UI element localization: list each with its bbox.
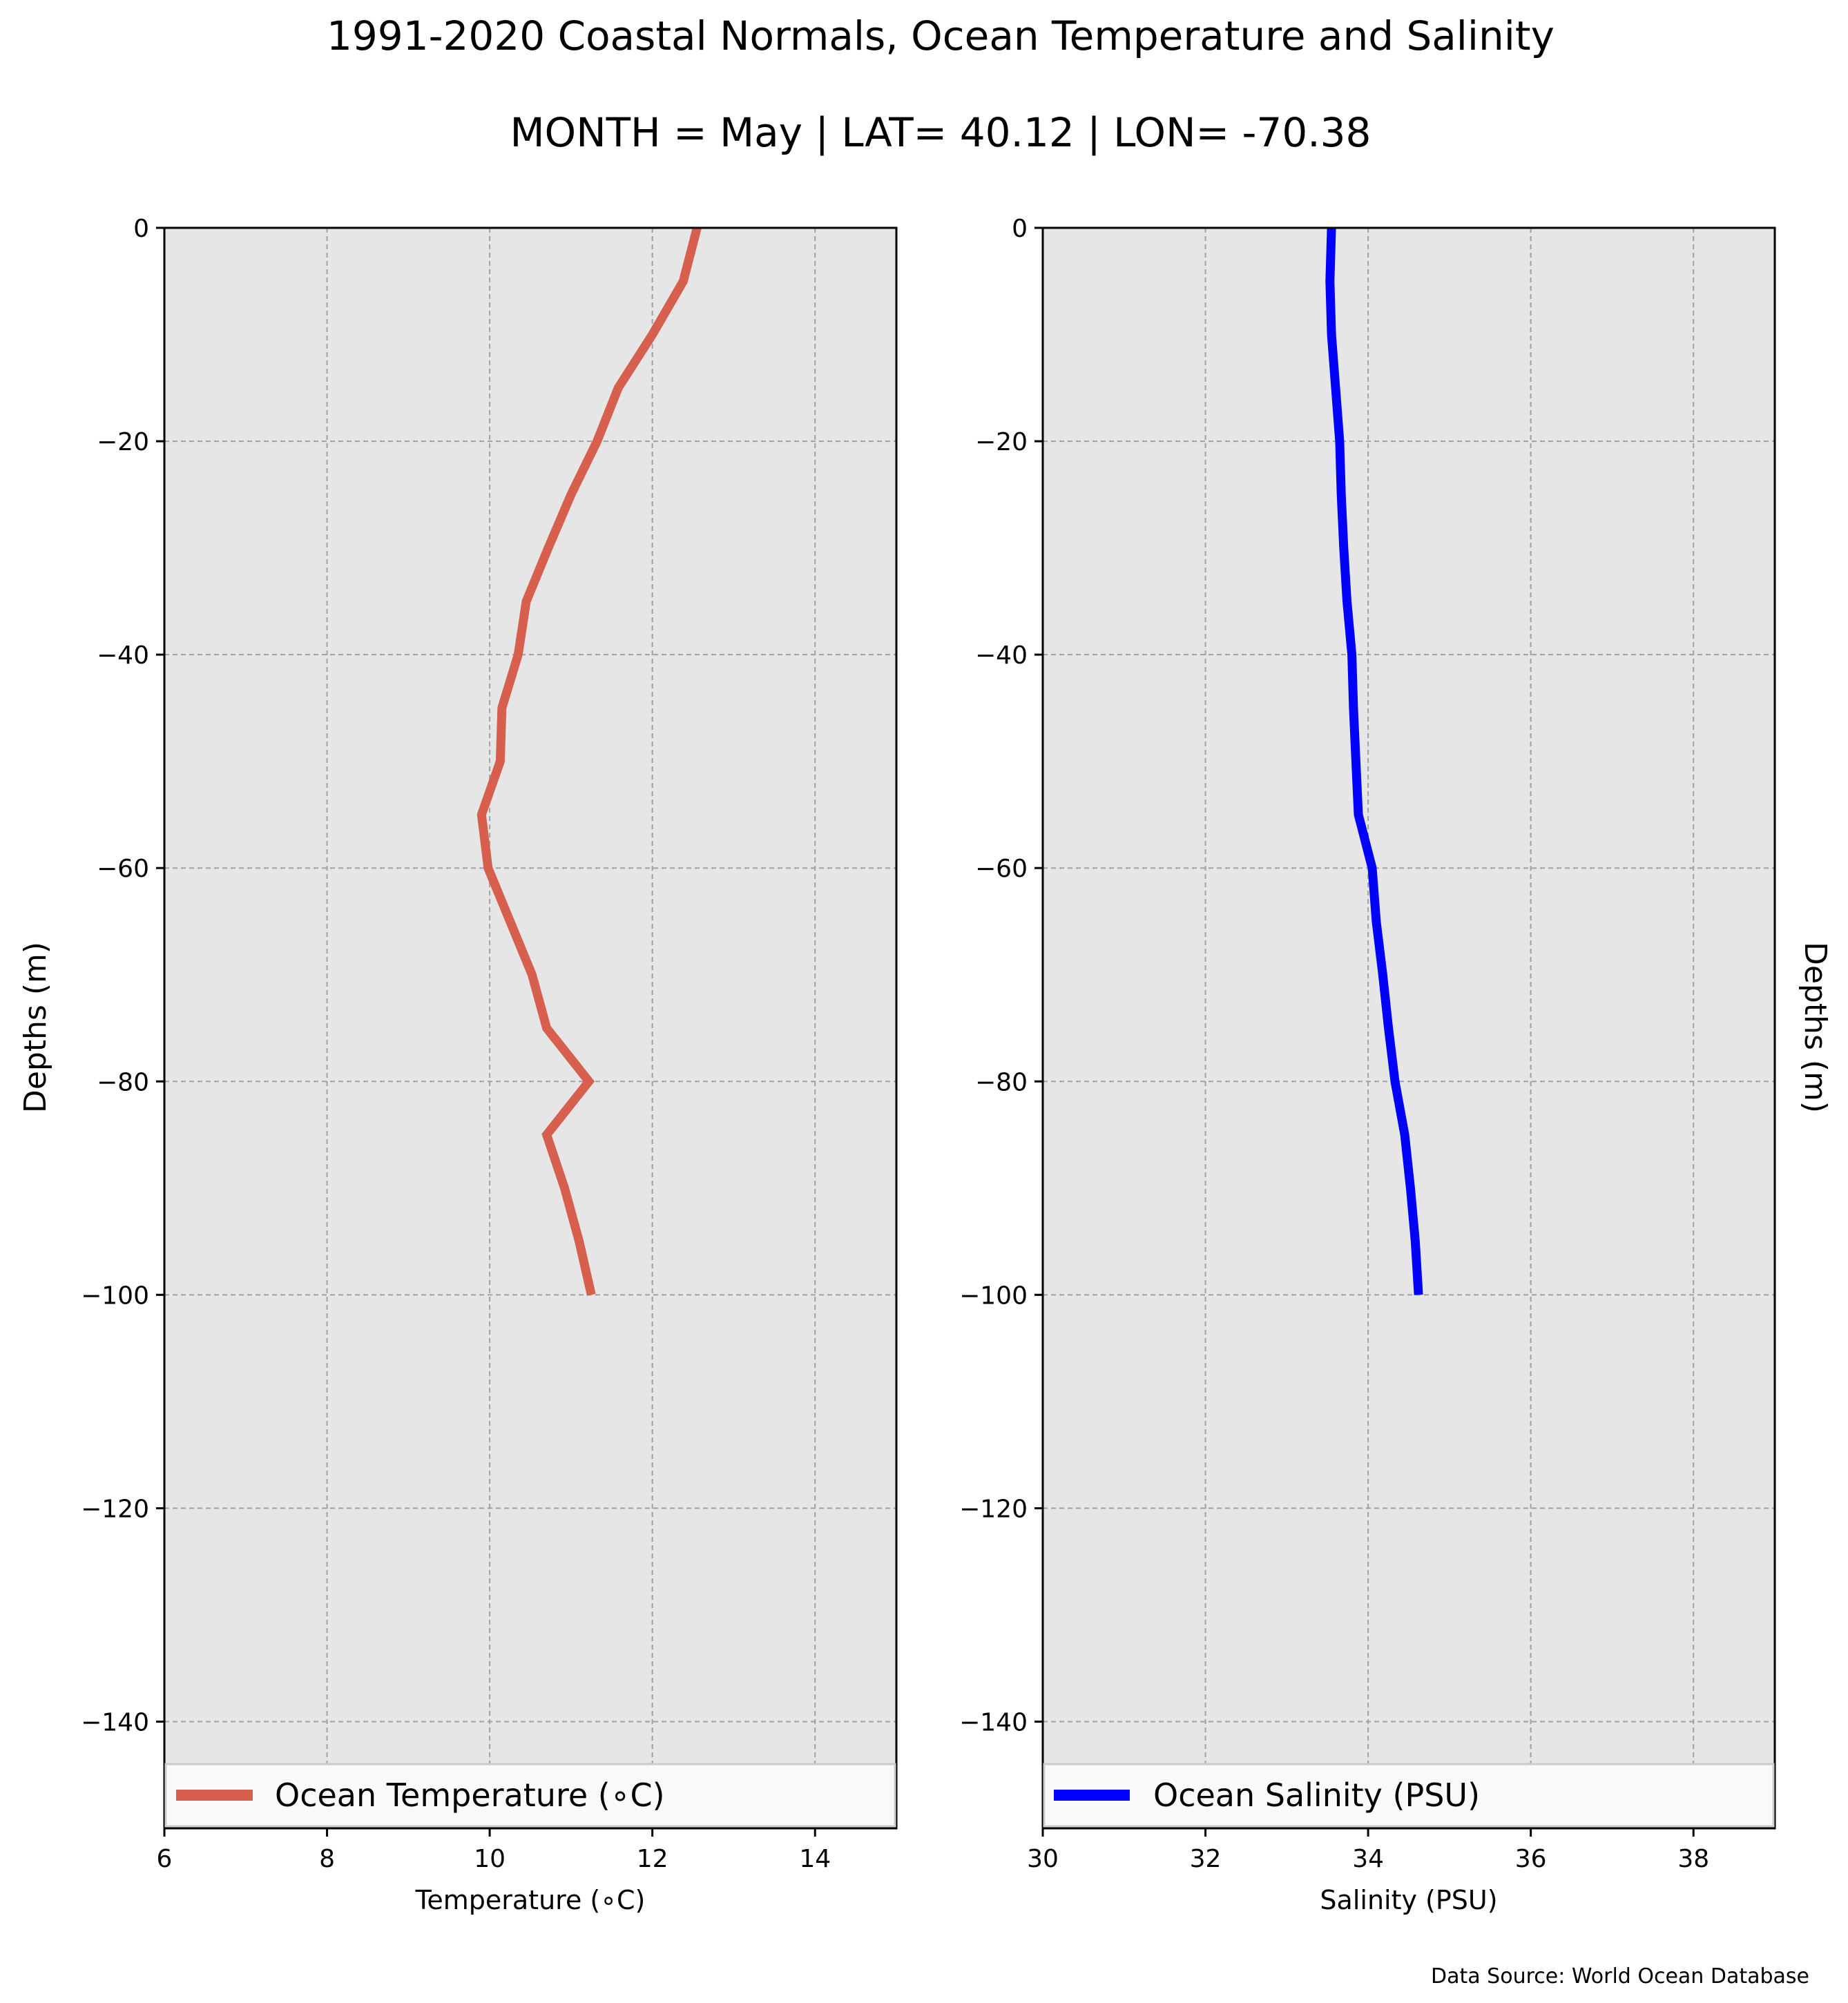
temperature-profile-line — [477, 226, 702, 1296]
temperature-axes-ticks: 6 8 10 12 14 0 −20 −40 −60 −80 −100 −120 −140 — [81, 215, 831, 1873]
salinity-y-tick-label: −60 — [975, 855, 1028, 883]
salinity-y-tick-label: −40 — [975, 641, 1028, 670]
temperature-y-tick-label: −60 — [97, 855, 149, 883]
salinity-x-tick-label: 30 — [1027, 1845, 1059, 1873]
data-source-note: Data Source: World Ocean Database — [1431, 1964, 1809, 1989]
temperature-x-tick-label: 8 — [319, 1845, 335, 1873]
chart-subtitle: MONTH = May | LAT= 40.12 | LON= -70.38 — [510, 109, 1371, 156]
salinity-axes-ticks: 30 32 34 36 38 0 −20 −40 −60 −80 −100 −120 −140 — [959, 215, 1709, 1873]
temperature-y-axis-label: Depths (m) — [18, 942, 53, 1113]
temperature-x-tick-label: 10 — [474, 1845, 506, 1873]
salinity-y-tick-label: −140 — [959, 1708, 1028, 1736]
temperature-legend: Ocean Temperature (∘C) — [164, 1763, 896, 1828]
temperature-legend-label: Ocean Temperature (∘C) — [275, 1777, 665, 1814]
temperature-y-tick-label: −80 — [97, 1068, 149, 1096]
salinity-plot-area — [1043, 228, 1775, 1828]
chart-title: 1991-2020 Coastal Normals, Ocean Tempera… — [327, 12, 1555, 59]
salinity-y-tick-label: −20 — [975, 428, 1028, 456]
salinity-profile-line — [1325, 227, 1423, 1295]
temperature-panel: 6 8 10 12 14 0 −20 −40 −60 −80 −100 −120 −140 Ocean … — [18, 215, 898, 1915]
salinity-x-tick-label: 32 — [1190, 1845, 1222, 1873]
salinity-x-tick-label: 38 — [1677, 1845, 1709, 1873]
salinity-legend-box — [1043, 1763, 1775, 1828]
salinity-y-tick-label: 0 — [1012, 215, 1028, 243]
temperature-y-tick-label: −20 — [97, 428, 149, 456]
salinity-plot-frame — [1041, 226, 1776, 1830]
temperature-x-tick-label: 6 — [157, 1845, 173, 1873]
temperature-x-tick-label: 12 — [637, 1845, 668, 1873]
temperature-grid — [164, 228, 896, 1828]
salinity-legend: Ocean Salinity (PSU) — [1043, 1763, 1775, 1828]
salinity-grid — [1043, 228, 1775, 1828]
temperature-y-tick-label: −120 — [81, 1495, 149, 1523]
temperature-y-tick-label: 0 — [133, 215, 149, 243]
temperature-plot-frame — [163, 226, 898, 1830]
temperature-x-axis-label: Temperature (∘C) — [415, 1885, 646, 1915]
salinity-y-tick-label: −80 — [975, 1068, 1028, 1096]
temperature-line-layer — [477, 226, 702, 1296]
temperature-x-tick-label: 14 — [799, 1845, 831, 1873]
temperature-y-tick-label: −140 — [81, 1708, 149, 1736]
salinity-y-axis-label: Depths (m) — [1798, 942, 1833, 1113]
temperature-legend-box — [164, 1763, 896, 1828]
salinity-panel: 30 32 34 36 38 0 −20 −40 −60 −80 −100 −120 −140 Ocea… — [959, 215, 1833, 1915]
salinity-x-tick-label: 34 — [1352, 1845, 1384, 1873]
temperature-y-tick-label: −100 — [81, 1281, 149, 1310]
temperature-plot-area — [164, 228, 896, 1828]
salinity-legend-label: Ocean Salinity (PSU) — [1153, 1777, 1480, 1814]
salinity-x-tick-label: 36 — [1515, 1845, 1547, 1873]
salinity-y-tick-label: −100 — [959, 1281, 1028, 1310]
salinity-y-tick-label: −120 — [959, 1495, 1028, 1523]
salinity-line-layer — [1325, 227, 1423, 1295]
salinity-x-axis-label: Salinity (PSU) — [1320, 1885, 1497, 1915]
temperature-y-tick-label: −40 — [97, 641, 149, 670]
